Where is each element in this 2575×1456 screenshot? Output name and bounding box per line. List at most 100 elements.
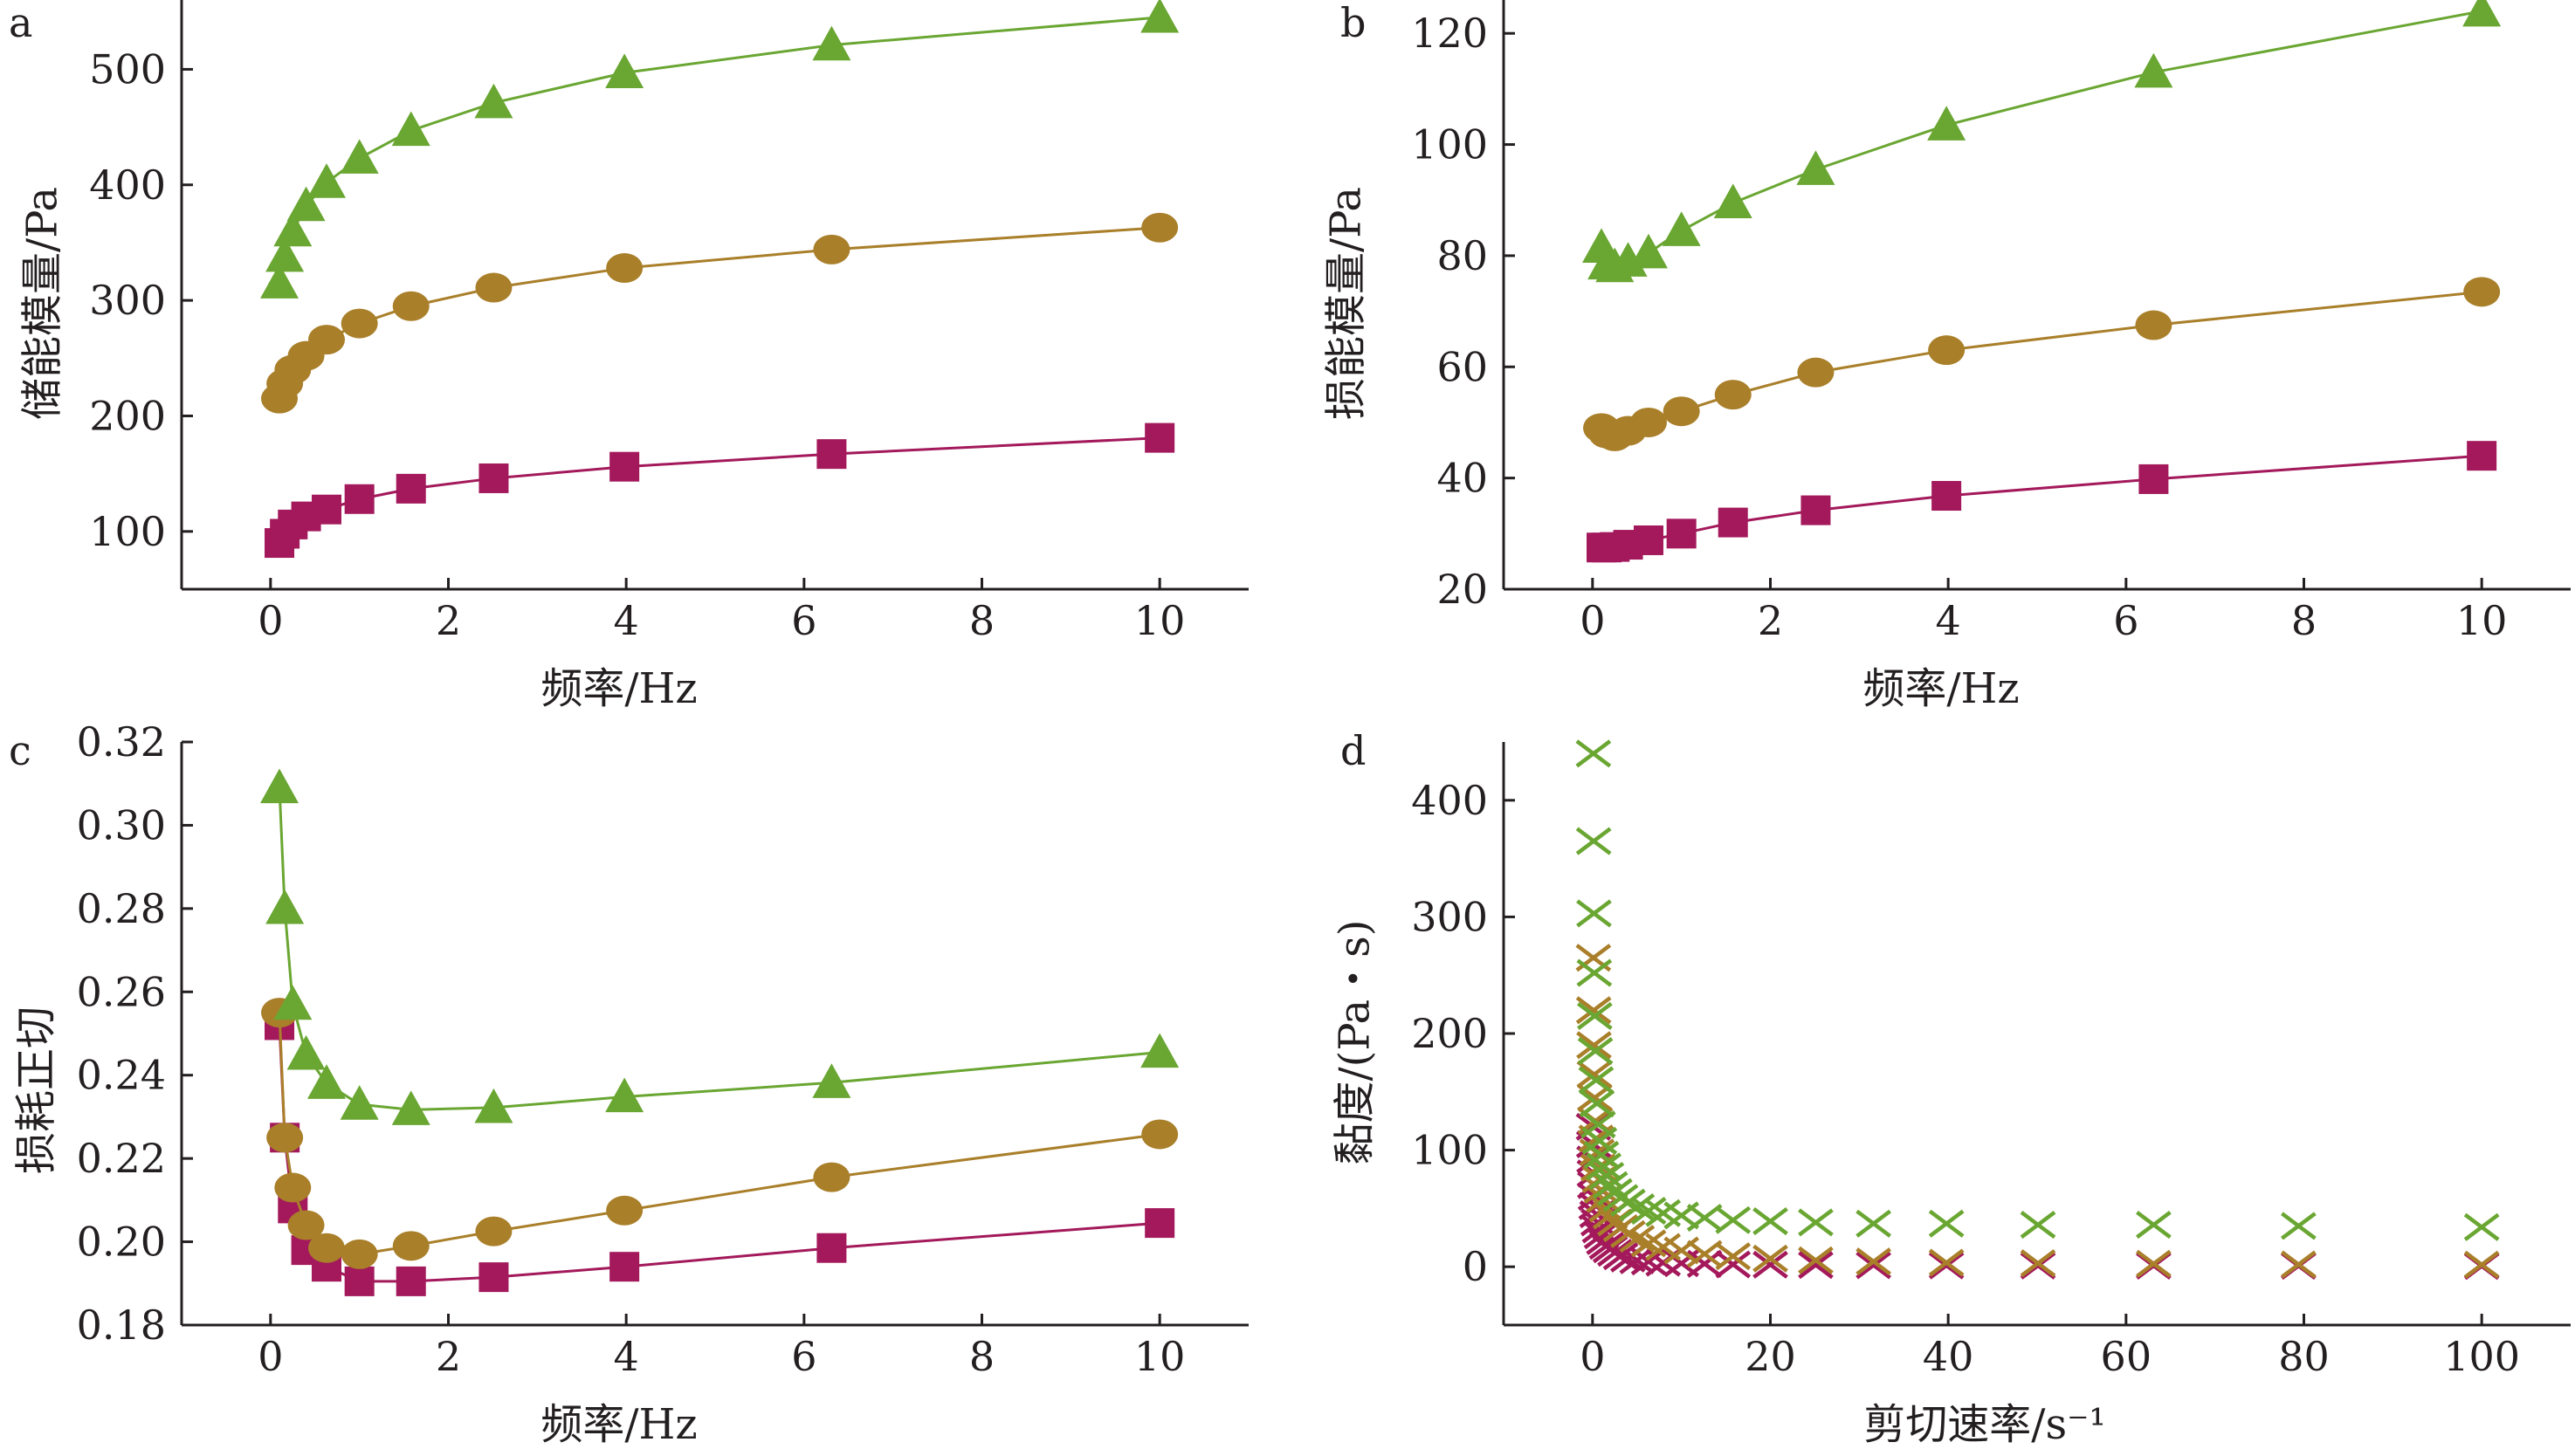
series-3-point <box>1628 233 1668 269</box>
x-tick-label: 6 <box>791 597 816 644</box>
y-tick-label: 120 <box>1411 10 1488 57</box>
x-tick-label: 10 <box>2456 597 2508 644</box>
series-3-point <box>2136 1211 2172 1240</box>
series-3-point <box>1140 0 1180 33</box>
series-2-point <box>1856 1247 1891 1276</box>
y-axis-title: 储能模量/Pa <box>18 187 67 420</box>
y-tick-label: 100 <box>1411 121 1488 168</box>
series-3-point <box>605 1077 644 1113</box>
y-axis-title: 损能模量/Pa <box>1322 187 1371 420</box>
series-2-point <box>475 1216 513 1247</box>
series-1-point <box>1856 1251 1891 1280</box>
x-tick-label: 8 <box>2291 597 2317 644</box>
series-3-point <box>1577 1036 1614 1066</box>
series-3-point <box>1577 1001 1613 1031</box>
x-tick-label: 6 <box>791 1333 816 1380</box>
series-2-point <box>475 272 513 303</box>
series-1-point <box>1145 1208 1175 1239</box>
series-3-point <box>391 1090 430 1125</box>
series-3-point <box>1752 1207 1788 1236</box>
series-3-point <box>1575 739 1612 768</box>
series-2-point <box>392 291 430 321</box>
x-tick-label: 60 <box>2101 1333 2152 1380</box>
x-tick-label: 4 <box>1936 597 1961 644</box>
series-3-point <box>2281 1212 2317 1240</box>
series-2-point <box>1928 335 1966 366</box>
x-axis-title: 频率/Hz <box>540 1400 697 1449</box>
x-tick-label: 20 <box>1745 1333 1796 1380</box>
series-1-point <box>1718 507 1748 538</box>
x-tick-label: 100 <box>2443 1333 2520 1380</box>
series-1-point <box>396 473 426 504</box>
x-tick-label: 10 <box>1134 597 1186 644</box>
series-1-point <box>1800 495 1831 525</box>
x-tick-label: 4 <box>614 597 639 644</box>
series-2-point <box>274 1172 312 1203</box>
series-3-point <box>2462 0 2502 27</box>
y-tick-label: 400 <box>1411 777 1488 824</box>
series-2-point <box>287 1210 325 1240</box>
series-3-point <box>265 889 305 924</box>
series-3-point <box>1928 1209 1965 1238</box>
series-1-point <box>816 1233 847 1263</box>
series-1-point <box>1145 422 1175 453</box>
series-1-point <box>1686 1249 1723 1278</box>
x-tick-label: 40 <box>1923 1333 1974 1380</box>
y-tick-label: 0.28 <box>77 885 166 932</box>
series-1-point <box>1752 1250 1788 1279</box>
series-3-point <box>1798 1208 1834 1237</box>
series-2-point <box>1714 380 1752 410</box>
x-tick-label: 0 <box>258 1333 283 1380</box>
series-2-point <box>2281 1250 2317 1279</box>
series-3-point <box>260 768 299 804</box>
series-2-point <box>266 1123 304 1153</box>
series-3-point <box>340 139 379 174</box>
y-tick-label: 500 <box>89 45 166 93</box>
series-1-point <box>344 1266 375 1296</box>
series-3-point <box>286 1034 326 1070</box>
series-2-point <box>2020 1249 2056 1278</box>
series-3-line <box>278 16 1160 284</box>
panel-letter: d <box>1340 727 1366 774</box>
y-tick-label: 300 <box>1411 893 1488 940</box>
series-2-point <box>1715 1242 1752 1271</box>
series-3-point <box>1588 1161 1625 1191</box>
series-2-point <box>341 308 378 339</box>
y-axis-title: 黏度/(Pa・s) <box>1331 919 1380 1164</box>
series-1-point <box>311 494 341 525</box>
series-2-point <box>1629 407 1667 437</box>
series-3-point <box>1576 899 1612 928</box>
x-axis-title: 频率/Hz <box>540 664 697 713</box>
panel-letter: b <box>1340 0 1366 46</box>
x-tick-label: 10 <box>1134 1333 1186 1380</box>
series-3-point <box>474 1088 513 1123</box>
series-3-point <box>1140 1033 1180 1068</box>
panel-a: 0 2 4 6 8 10 100 200 300 400 500 频率/Hz 储能模量/Pa a <box>9 0 1249 713</box>
y-tick-label: 0.20 <box>77 1219 166 1266</box>
series-3-point <box>812 1063 851 1098</box>
series-3-point <box>1579 1089 1615 1118</box>
series-2-point <box>2135 310 2172 340</box>
series-2-point <box>2463 1250 2500 1279</box>
x-tick-label: 80 <box>2278 1333 2330 1380</box>
panel-b: 0 2 4 6 8 10 20 40 60 80 100 120 频率/Hz 损能模量/Pa b <box>1322 0 2571 713</box>
series-3-point <box>2463 1212 2500 1241</box>
x-axis-title: 剪切速率/s⁻¹ <box>1863 1400 2105 1449</box>
y-tick-label: 0.32 <box>77 718 166 766</box>
series-1-point <box>479 463 509 493</box>
x-tick-label: 0 <box>1580 597 1605 644</box>
series-1-point <box>816 439 847 470</box>
series-1-point <box>1715 1250 1752 1279</box>
series-2-point <box>1576 1060 1613 1089</box>
x-tick-label: 4 <box>614 1333 639 1380</box>
series-2-point <box>813 1162 850 1192</box>
series-3-point <box>260 264 299 299</box>
series-1-point <box>1928 1251 1965 1280</box>
series-2-point <box>606 253 644 284</box>
series-3-point <box>1715 1205 1752 1234</box>
series-2-point <box>1141 212 1179 243</box>
series-2-point <box>392 1231 430 1261</box>
series-3-point <box>1856 1209 1891 1238</box>
series-2-line <box>1600 290 2482 438</box>
y-tick-label: 0.18 <box>77 1301 166 1349</box>
